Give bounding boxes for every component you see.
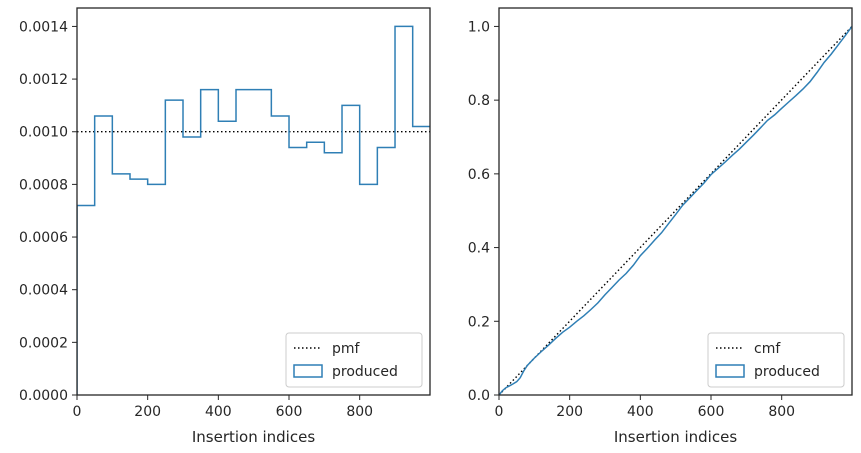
axes-frame xyxy=(498,7,853,396)
legend-label-produced: produced xyxy=(754,364,820,380)
y-tick-label: 0.0000 xyxy=(19,388,68,404)
y-tick-label: 0.0006 xyxy=(19,230,68,246)
y-tick-label: 0.0010 xyxy=(19,125,68,141)
plot-area xyxy=(77,8,430,395)
right-chart-cmf: 0 200 400 600 800 0.0 0.2 0.4 0.6 0.8 1.0 Insertion… xyxy=(468,7,853,446)
y-tick-label: 0.0012 xyxy=(19,72,68,88)
x-tick-label: 800 xyxy=(768,404,795,420)
y-tick-label: 0.0014 xyxy=(19,19,68,35)
x-tick-label: 400 xyxy=(627,404,654,420)
series-produced xyxy=(77,25,430,395)
left-chart-pmf: 0 200 400 600 800 0.0000 0.0002 0.0004 0.0006 0.0… xyxy=(19,7,431,446)
y-tick-label: 0.6 xyxy=(468,167,490,183)
legend-label-cmf: cmf xyxy=(754,341,781,357)
legend-label-produced: produced xyxy=(332,364,398,380)
x-tick-label: 800 xyxy=(346,404,373,420)
legend-swatch-produced xyxy=(715,364,745,378)
plot-series-group xyxy=(499,25,852,395)
y-tick-label: 0.0 xyxy=(468,388,490,404)
plot-series-group xyxy=(77,25,430,395)
x-axis-label: Insertion indices xyxy=(192,428,315,446)
y-tick-label: 0.8 xyxy=(468,93,490,109)
legend-label-pmf: pmf xyxy=(332,341,361,357)
legend: pmf produced xyxy=(285,332,423,388)
legend-box xyxy=(707,332,845,388)
x-axis-label: Insertion indices xyxy=(614,428,737,446)
series-cmf xyxy=(499,25,852,395)
x-tick-label: 200 xyxy=(556,404,583,420)
y-tick-label: 0.0002 xyxy=(19,335,68,351)
y-tick-label: 0.0008 xyxy=(19,177,68,193)
x-tick-label: 0 xyxy=(73,404,82,420)
series-produced xyxy=(499,25,852,395)
x-tick-label: 400 xyxy=(205,404,232,420)
y-tick-label: 1.0 xyxy=(468,19,490,35)
x-tick-label: 600 xyxy=(698,404,725,420)
y-tick-label: 0.2 xyxy=(468,314,490,330)
legend-swatch-produced xyxy=(293,364,323,378)
legend: cmf produced xyxy=(707,332,845,388)
y-tick-label: 0.4 xyxy=(468,241,490,257)
x-tick-label: 0 xyxy=(495,404,504,420)
plot-area xyxy=(499,8,852,395)
axes-frame xyxy=(76,7,431,396)
x-tick-label: 200 xyxy=(134,404,161,420)
y-tick-label: 0.0004 xyxy=(19,283,68,299)
legend-box xyxy=(285,332,423,388)
x-tick-label: 600 xyxy=(276,404,303,420)
